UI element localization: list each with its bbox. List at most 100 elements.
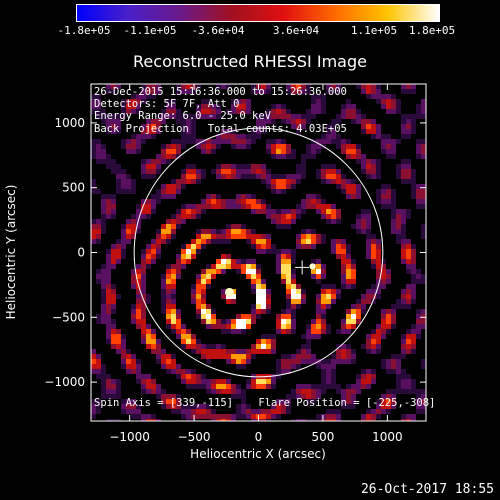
heatmap-cell: [216, 419, 221, 421]
heatmap-cell: [356, 294, 361, 299]
heatmap-cell: [201, 384, 206, 389]
heatmap-cell: [191, 249, 196, 254]
heatmap-cell: [366, 124, 371, 129]
heatmap-cell: [391, 159, 396, 164]
heatmap-cell: [391, 114, 396, 119]
heatmap-cell: [406, 419, 411, 421]
heatmap-cell: [421, 114, 426, 119]
heatmap-cell: [386, 319, 391, 324]
heatmap-cell: [221, 194, 226, 199]
heatmap-cell: [346, 119, 351, 124]
heatmap-cell: [206, 284, 211, 289]
heatmap-cell: [276, 139, 281, 144]
heatmap-cell: [366, 344, 371, 349]
heatmap-cell: [311, 154, 316, 159]
heatmap-cell: [196, 234, 201, 239]
heatmap-cell: [421, 234, 426, 239]
heatmap-cell: [196, 214, 201, 219]
heatmap-cell: [166, 394, 171, 399]
heatmap-cell: [311, 159, 316, 164]
heatmap-cell: [336, 179, 341, 184]
heatmap-cell: [126, 239, 131, 244]
heatmap-cell: [96, 224, 101, 229]
heatmap-cell: [296, 234, 301, 239]
heatmap-cell: [246, 419, 251, 421]
heatmap-cell: [116, 299, 121, 304]
heatmap-cell: [236, 349, 241, 354]
heatmap-cell: [171, 149, 176, 154]
heatmap-cell: [266, 124, 271, 129]
heatmap-cell: [411, 239, 416, 244]
heatmap-cell: [221, 389, 226, 394]
heatmap-cell: [146, 119, 151, 124]
heatmap-cell: [246, 379, 251, 384]
heatmap-cell: [111, 414, 116, 419]
heatmap-cell: [231, 164, 236, 169]
heatmap-cell: [396, 309, 401, 314]
heatmap-cell: [316, 239, 321, 244]
heatmap-cell: [341, 269, 346, 274]
heatmap-cell: [141, 344, 146, 349]
heatmap-cell: [376, 264, 381, 269]
heatmap-cell: [351, 304, 356, 309]
heatmap-cell: [146, 194, 151, 199]
heatmap-cell: [276, 154, 281, 159]
heatmap-cell: [176, 189, 181, 194]
heatmap-cell: [356, 274, 361, 279]
heatmap-cell: [146, 204, 151, 209]
heatmap-cell: [296, 214, 301, 219]
heatmap-cell: [276, 254, 281, 259]
heatmap-cell: [151, 389, 156, 394]
heatmap-cell: [376, 349, 381, 354]
heatmap-cell: [331, 239, 336, 244]
heatmap-cell: [241, 319, 246, 324]
heatmap-cell: [326, 89, 331, 94]
heatmap-cell: [116, 289, 121, 294]
heatmap-cell: [186, 249, 191, 254]
heatmap-cell: [411, 409, 416, 414]
heatmap-cell: [321, 324, 326, 329]
heatmap-cell: [396, 219, 401, 224]
heatmap-cell: [111, 124, 116, 129]
heatmap-cell: [291, 284, 296, 289]
heatmap-cell: [206, 379, 211, 384]
heatmap-cell: [296, 239, 301, 244]
heatmap-cell: [331, 84, 336, 89]
heatmap-cell: [221, 104, 226, 109]
heatmap-cell: [276, 414, 281, 419]
heatmap-cell: [306, 384, 311, 389]
heatmap-cell: [226, 299, 231, 304]
heatmap-cell: [316, 419, 321, 421]
heatmap-cell: [236, 99, 241, 104]
heatmap-cell: [366, 209, 371, 214]
heatmap-cell: [256, 124, 261, 129]
heatmap-cell: [411, 269, 416, 274]
heatmap-cell: [121, 169, 126, 174]
heatmap-cell: [376, 199, 381, 204]
heatmap-cell: [281, 284, 286, 289]
heatmap-cell: [171, 304, 176, 309]
heatmap-cell: [316, 309, 321, 314]
heatmap-cell: [376, 164, 381, 169]
heatmap-cell: [291, 289, 296, 294]
heatmap-cell: [396, 104, 401, 109]
heatmap-cell: [316, 209, 321, 214]
heatmap-cell: [346, 254, 351, 259]
heatmap-cell: [121, 234, 126, 239]
heatmap-cell: [381, 314, 386, 319]
heatmap-cell: [311, 274, 316, 279]
heatmap-cell: [96, 404, 101, 409]
heatmap-cell: [286, 254, 291, 259]
heatmap-cell: [376, 319, 381, 324]
heatmap-cell: [186, 119, 191, 124]
heatmap-cell: [96, 394, 101, 399]
heatmap-cell: [96, 94, 101, 99]
heatmap-cell: [341, 404, 346, 409]
heatmap-cell: [266, 169, 271, 174]
heatmap-cell: [196, 89, 201, 94]
heatmap-cell: [291, 324, 296, 329]
heatmap-cell: [391, 304, 396, 309]
heatmap-cell: [416, 99, 421, 104]
heatmap-cell: [91, 179, 96, 184]
heatmap-cell: [256, 289, 261, 294]
